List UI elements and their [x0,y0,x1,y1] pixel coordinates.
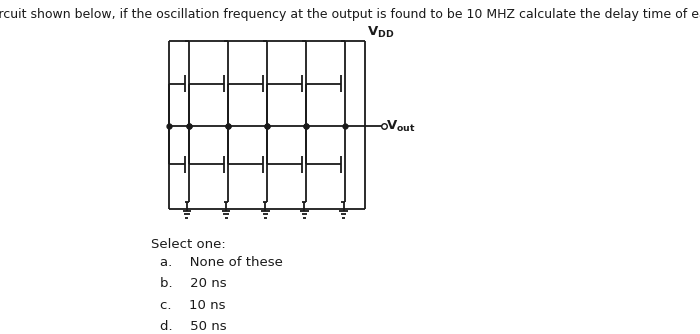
Text: $\mathbf{V_{DD}}$: $\mathbf{V_{DD}}$ [368,25,395,40]
Text: c.  10 ns: c. 10 ns [160,299,225,312]
Text: b.  20 ns: b. 20 ns [160,277,227,290]
Text: $\mathbf{V_{out}}$: $\mathbf{V_{out}}$ [386,119,415,134]
Text: a.  None of these: a. None of these [160,256,283,269]
Text: d.  50 ns: d. 50 ns [160,320,227,333]
Text: For the circuit shown below, if the oscillation frequency at the output is found: For the circuit shown below, if the osci… [0,8,700,21]
Text: Select one:: Select one: [151,238,226,251]
